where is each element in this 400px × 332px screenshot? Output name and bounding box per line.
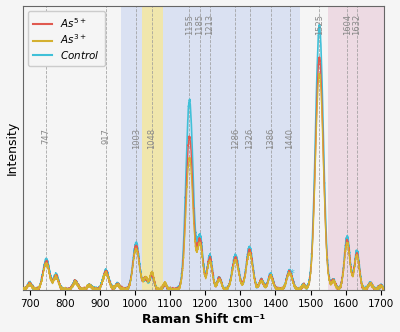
Text: 1048: 1048 (148, 128, 156, 149)
Bar (328, 6, 384, 290)
Text: 1525: 1525 (315, 14, 324, 35)
Text: 1185: 1185 (196, 14, 204, 35)
Y-axis label: Intensity: Intensity (6, 121, 18, 175)
Text: 1440: 1440 (285, 128, 294, 149)
Text: 917: 917 (102, 128, 110, 143)
Text: 1632: 1632 (352, 14, 362, 35)
Text: *: * (290, 269, 295, 279)
Legend: $\it{As^{5+}}$, $\it{As^{3+}}$, $\it{Control}$: $\it{As^{5+}}$, $\it{As^{3+}}$, $\it{Con… (28, 11, 105, 66)
Text: 1213: 1213 (205, 14, 214, 35)
Text: 1604: 1604 (343, 14, 352, 35)
Text: 1386: 1386 (266, 128, 275, 149)
Text: 1155: 1155 (185, 14, 194, 35)
Bar (142, 6, 163, 290)
Bar (121, 6, 300, 290)
X-axis label: Raman Shift cm⁻¹: Raman Shift cm⁻¹ (142, 313, 265, 326)
Text: 1003: 1003 (132, 128, 141, 149)
Text: 1286: 1286 (231, 128, 240, 149)
Text: 747: 747 (42, 128, 51, 144)
Text: 1326: 1326 (245, 128, 254, 149)
